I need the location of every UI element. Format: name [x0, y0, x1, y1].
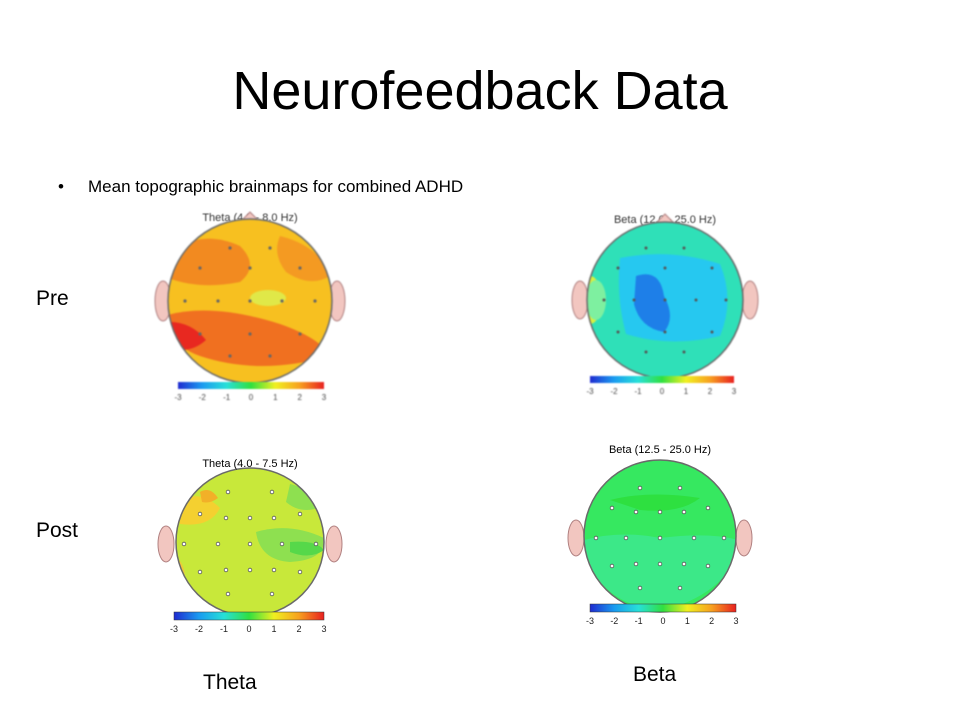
- brainmap-post-theta: Theta (4.0 - 7.5 Hz) -3 -2 -1 0 1 2 3: [140, 452, 360, 638]
- column-label-beta: Beta: [633, 663, 677, 686]
- scale-tick-label: 3: [733, 616, 738, 626]
- bullet-item: • Mean topographic brainmaps for combined…: [58, 176, 463, 198]
- cold-region: [634, 274, 670, 332]
- color-scale-bar: [178, 382, 324, 389]
- scale-tick-label: -2: [610, 616, 618, 626]
- color-scale-bar: [173, 611, 325, 621]
- scale-tick-label: 1: [685, 616, 690, 626]
- slide-title: Neurofeedback Data: [232, 61, 728, 121]
- scale-tick-label: -2: [199, 393, 207, 402]
- right-ear: [741, 280, 759, 320]
- right-ear: [735, 519, 753, 557]
- brainmap-post-beta: Beta (12.5 - 25.0 Hz) -3 -2 -1 0 1 2 3: [560, 440, 760, 632]
- scale-tick-label: -3: [174, 393, 182, 402]
- bullet-dot: •: [58, 177, 64, 196]
- cool-region: [286, 484, 318, 510]
- electrodes: [181, 489, 319, 597]
- left-ear: [571, 280, 589, 320]
- cool-region: [584, 534, 736, 612]
- electrodes: [593, 485, 727, 591]
- brainmap-pre-theta: Theta (4.0 - 8.0 Hz) -3 -2 -1 0 1 2 3: [140, 206, 360, 412]
- brainmap-heading: Beta (12.5 - 25.0 Hz): [608, 444, 712, 456]
- scale-tick-label: -3: [586, 387, 594, 396]
- scale-tick-label: -1: [220, 624, 228, 634]
- column-label-theta: Theta: [203, 671, 257, 694]
- brainmap-heading: Theta (4.0 - 7.5 Hz): [202, 458, 298, 470]
- hot-region: [277, 236, 330, 282]
- row-label-pre: Pre: [36, 287, 69, 310]
- scale-tick-label: -2: [610, 387, 618, 396]
- cool-region: [610, 494, 700, 511]
- electrodes: [183, 246, 317, 358]
- row-label-post: Post: [36, 519, 79, 542]
- scale-tick-label: 2: [296, 624, 301, 634]
- scale-tick-label: 1: [273, 393, 278, 402]
- scale-tick-label: -3: [170, 624, 178, 634]
- scale-tick-label: 2: [709, 616, 714, 626]
- scale-tick-label: 2: [297, 393, 302, 402]
- scale-tick-label: 1: [684, 387, 689, 396]
- warm-region: [587, 280, 606, 320]
- scale-tick-label: 0: [660, 616, 665, 626]
- scale-tick-label: 0: [249, 393, 254, 402]
- scale-tick-label: 2: [708, 387, 713, 396]
- scale-tick-label: -1: [635, 616, 643, 626]
- right-ear: [325, 525, 343, 563]
- scale-ticks: -3 -2 -1 0 1 2 3: [170, 624, 327, 634]
- bullet-text: Mean topographic brainmaps for combined …: [88, 177, 464, 196]
- left-ear: [567, 519, 585, 557]
- electrodes: [602, 246, 728, 354]
- scale-tick-label: 3: [321, 624, 326, 634]
- warm-region: [200, 490, 218, 503]
- scale-tick-label: -2: [195, 624, 203, 634]
- scale-ticks: -3 -2 -1 0 1 2 3: [586, 616, 739, 626]
- left-ear: [157, 525, 175, 563]
- scale-ticks: -3 -2 -1 0 1 2 3: [586, 387, 736, 396]
- scale-tick-label: -1: [223, 393, 231, 402]
- hot-region: [168, 310, 330, 366]
- scale-tick-label: 0: [246, 624, 251, 634]
- scale-tick-label: 0: [660, 387, 665, 396]
- scale-ticks: -3 -2 -1 0 1 2 3: [174, 393, 326, 402]
- scale-tick-label: 3: [322, 393, 327, 402]
- color-scale-bar: [589, 603, 737, 613]
- hot-region: [168, 238, 250, 286]
- scale-tick-label: -3: [586, 616, 594, 626]
- scale-tick-label: 3: [732, 387, 737, 396]
- cool-region: [250, 290, 286, 306]
- color-scale-bar: [590, 376, 734, 383]
- scale-tick-label: 1: [271, 624, 276, 634]
- scale-tick-label: -1: [634, 387, 642, 396]
